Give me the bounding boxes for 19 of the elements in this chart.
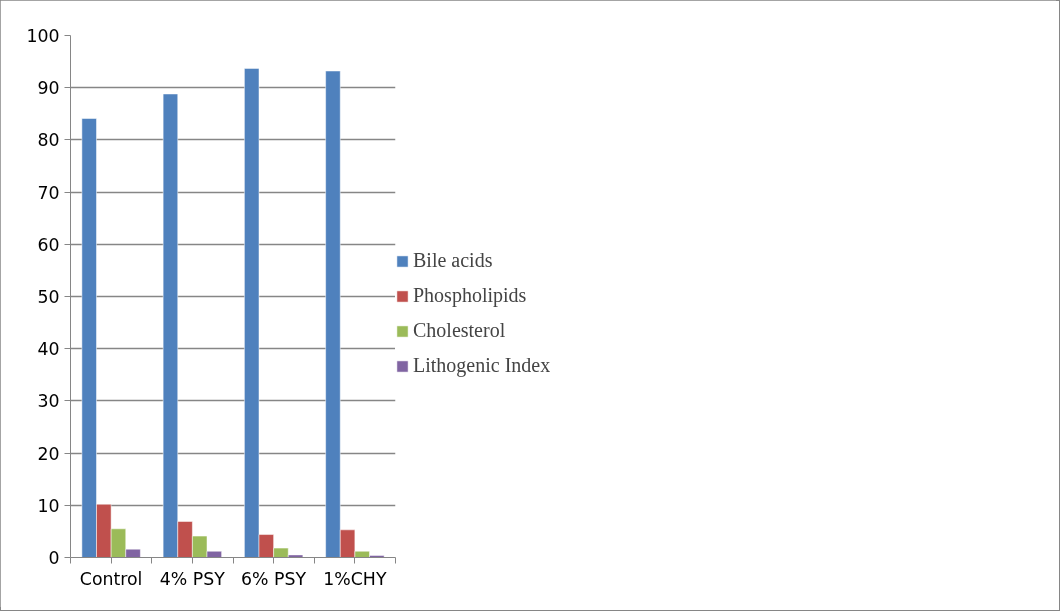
y-tick-label: 10 [37, 495, 60, 516]
y-tick-label: 80 [37, 130, 60, 151]
y-tick-label: 90 [37, 78, 60, 99]
legend-label: Phospholipids [413, 284, 527, 307]
legend-label: Lithogenic Index [413, 354, 551, 377]
y-tick-label: 40 [37, 339, 60, 360]
y-tick-label: 60 [37, 234, 60, 255]
x-tick-label: 4% PSY [159, 568, 226, 589]
y-tick-label: 30 [37, 391, 60, 412]
x-tick-label: Control [79, 568, 143, 589]
y-tick-label: 50 [37, 287, 60, 307]
y-tick-label: 70 [37, 182, 60, 203]
x-tick-label: 1%CHY [323, 568, 387, 589]
y-tick-label: 20 [37, 443, 60, 464]
y-tick-label: 100 [26, 26, 60, 46]
legend-label: Cholesterol [413, 319, 506, 342]
legend-label: Bile acids [413, 249, 493, 272]
x-tick-label: 6% PSY [241, 568, 307, 589]
y-tick-label: 0 [48, 548, 60, 568]
